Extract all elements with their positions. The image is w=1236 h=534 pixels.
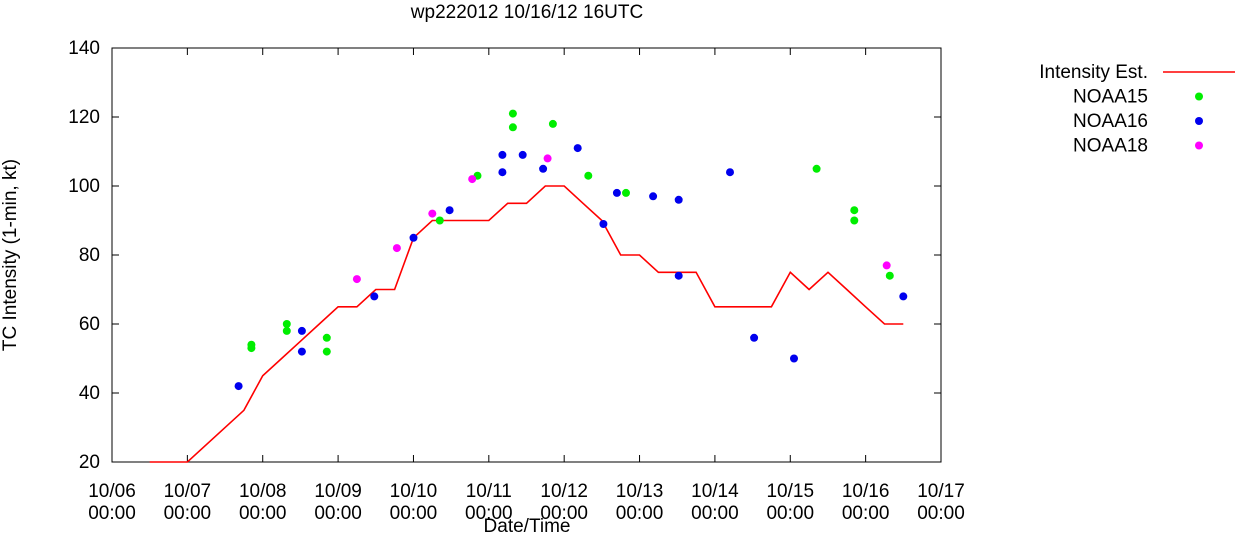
x-tick-label-date: 10/12 xyxy=(540,481,588,502)
x-tick-label-date: 10/14 xyxy=(691,481,739,502)
data-point-noaa15 xyxy=(584,171,593,180)
legend-label-noaa16: NOAA16 xyxy=(1073,111,1148,132)
data-point-noaa18 xyxy=(543,154,552,163)
data-point-noaa16 xyxy=(899,292,908,301)
x-tick-label-time: 00:00 xyxy=(390,503,438,524)
legend-swatch-noaa15 xyxy=(1195,92,1203,101)
data-point-noaa18 xyxy=(352,275,361,284)
data-point-noaa15 xyxy=(322,333,331,342)
plot-frame xyxy=(111,47,942,463)
data-point-noaa16 xyxy=(674,195,683,204)
x-tick-label-time: 00:00 xyxy=(540,503,588,524)
data-point-noaa16 xyxy=(234,382,243,391)
legend-label-noaa18: NOAA18 xyxy=(1073,136,1148,157)
y-axis-label: TC Intensity (1-min, kt) xyxy=(0,159,21,351)
data-point-noaa16 xyxy=(674,271,683,280)
plot-area xyxy=(149,109,908,463)
chart-title: wp222012 10/16/12 16UTC xyxy=(410,2,643,23)
x-axis-label: Date/Time xyxy=(484,516,571,534)
legend: Intensity Est. NOAA15 NOAA16 NOAA18 xyxy=(1039,62,1235,157)
x-tick-label-time: 00:00 xyxy=(616,503,664,524)
data-point-noaa16 xyxy=(790,354,798,363)
data-point-noaa16 xyxy=(498,168,507,177)
data-point-noaa16 xyxy=(445,206,454,215)
data-point-noaa16 xyxy=(726,168,734,177)
x-tick-label-date: 10/17 xyxy=(917,481,965,502)
x-tick-label-date: 10/10 xyxy=(390,481,438,502)
y-tick-label: 60 xyxy=(79,314,100,335)
data-point-noaa16 xyxy=(539,164,548,173)
data-point-noaa16 xyxy=(518,150,527,159)
x-tick-label-time: 00:00 xyxy=(314,503,362,524)
data-point-noaa15 xyxy=(548,119,557,128)
data-point-noaa15 xyxy=(282,320,291,328)
data-point-noaa16 xyxy=(573,144,582,153)
x-tick-label-date: 10/15 xyxy=(766,481,814,502)
x-tick-label-time: 00:00 xyxy=(88,503,136,524)
data-point-noaa15 xyxy=(812,164,821,173)
x-tick-label-time: 00:00 xyxy=(842,503,890,524)
y-axis: 20 40 60 80 100 120 140 xyxy=(68,38,941,473)
data-point-noaa16 xyxy=(649,192,658,201)
data-point-noaa16 xyxy=(370,292,379,301)
x-tick-label-date: 10/08 xyxy=(239,481,287,502)
data-point-noaa15 xyxy=(885,271,894,280)
legend-label-noaa15: NOAA15 xyxy=(1073,87,1148,108)
data-point-noaa15 xyxy=(435,216,444,225)
series-line-intensity-est xyxy=(149,185,904,463)
data-point-noaa15 xyxy=(322,347,331,356)
data-point-noaa16 xyxy=(297,326,306,335)
x-tick-label-time: 00:00 xyxy=(465,503,513,524)
y-tick-label: 120 xyxy=(68,107,100,128)
legend-swatch-noaa16 xyxy=(1195,117,1203,125)
data-point-noaa16 xyxy=(409,233,418,242)
x-tick-label-date: 10/09 xyxy=(314,481,362,502)
data-point-noaa16 xyxy=(498,150,507,159)
x-axis: 10/0600:0010/0700:0010/0800:0010/0900:00… xyxy=(88,48,965,524)
data-point-noaa15 xyxy=(622,188,630,197)
legend-swatch-noaa18 xyxy=(1195,141,1203,150)
x-tick-label-time: 00:00 xyxy=(239,503,287,524)
x-tick-label-time: 00:00 xyxy=(164,503,212,524)
x-tick-label-date: 10/16 xyxy=(842,481,890,502)
data-point-noaa15 xyxy=(282,326,291,335)
legend-label-intensity-est: Intensity Est. xyxy=(1039,62,1148,83)
y-tick-label: 140 xyxy=(68,38,100,59)
y-tick-label: 20 xyxy=(79,452,100,473)
data-point-noaa15 xyxy=(508,109,517,118)
data-point-noaa16 xyxy=(612,188,621,197)
data-point-noaa16 xyxy=(297,347,306,356)
x-tick-label-date: 10/06 xyxy=(88,481,136,502)
y-tick-label: 80 xyxy=(79,245,100,266)
data-point-noaa15 xyxy=(850,206,859,215)
x-tick-label-date: 10/11 xyxy=(466,481,512,502)
x-tick-label-time: 00:00 xyxy=(691,503,739,524)
x-tick-label-time: 00:00 xyxy=(917,503,965,524)
x-tick-label-date: 10/13 xyxy=(616,481,664,502)
data-point-noaa15 xyxy=(508,123,517,132)
x-tick-label-date: 10/07 xyxy=(164,481,212,502)
data-point-noaa18 xyxy=(428,209,437,218)
data-point-noaa18 xyxy=(468,175,477,184)
data-point-noaa15 xyxy=(850,216,859,225)
data-point-noaa15 xyxy=(247,340,256,349)
data-point-noaa18 xyxy=(882,261,891,270)
data-point-noaa16 xyxy=(599,220,608,228)
data-point-noaa16 xyxy=(750,333,759,342)
y-tick-label: 40 xyxy=(79,383,100,404)
y-tick-label: 100 xyxy=(68,176,100,197)
x-tick-label-time: 00:00 xyxy=(766,503,814,524)
data-point-noaa18 xyxy=(392,244,401,253)
